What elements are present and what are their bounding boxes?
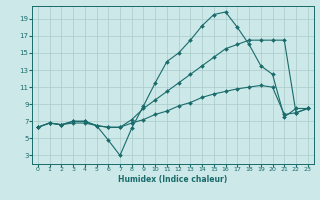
X-axis label: Humidex (Indice chaleur): Humidex (Indice chaleur)	[118, 175, 228, 184]
